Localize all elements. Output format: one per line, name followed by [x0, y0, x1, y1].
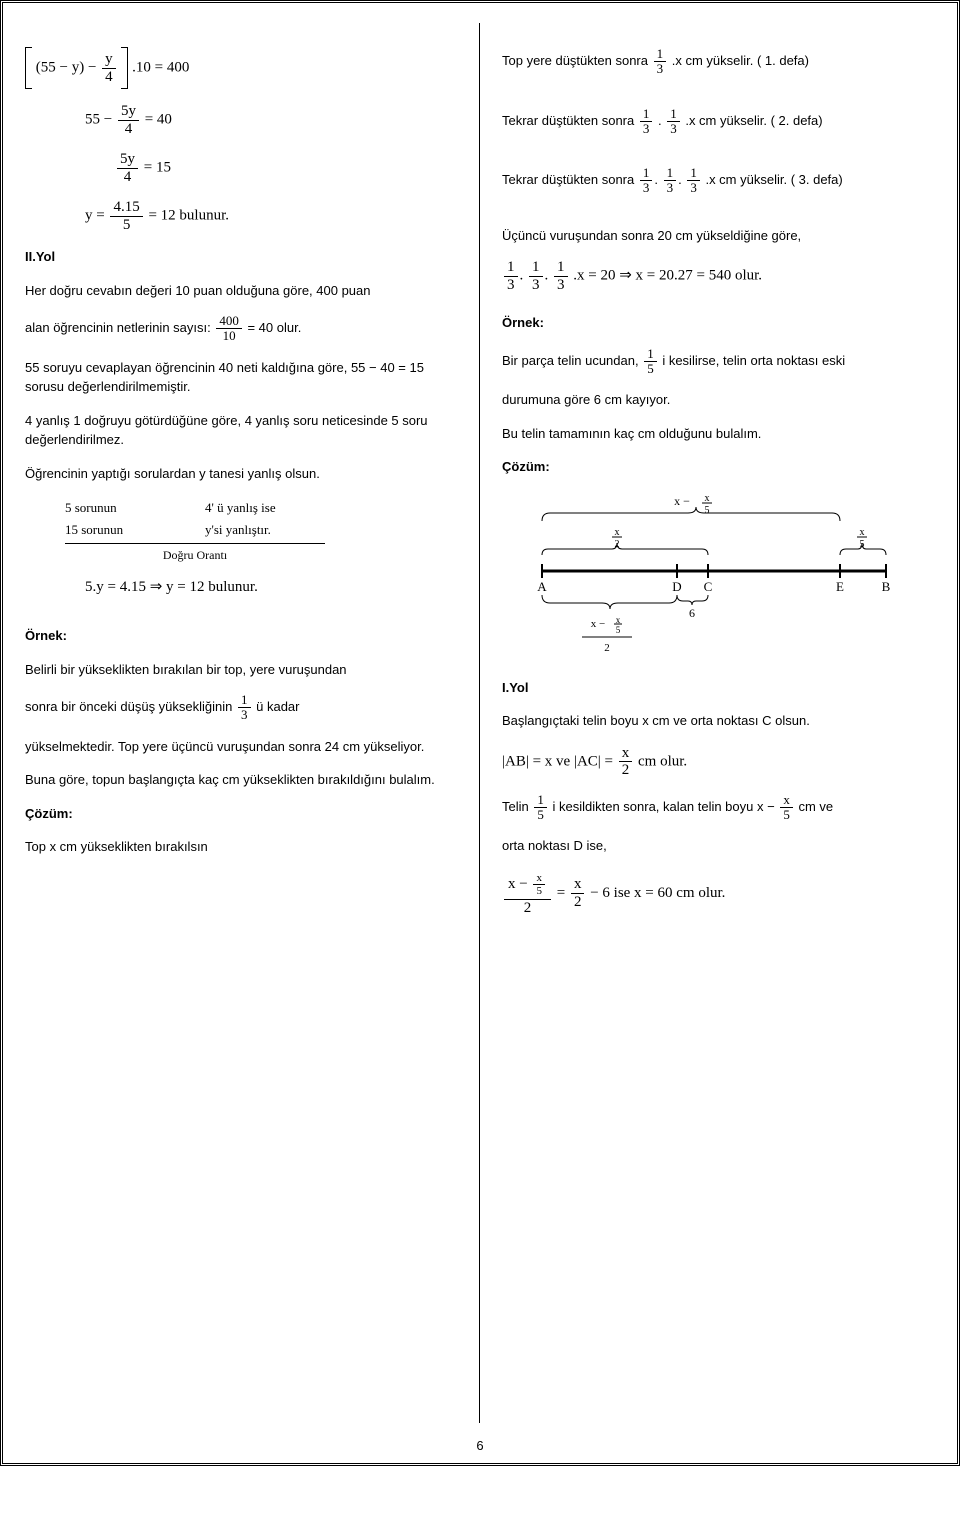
right-bracket-icon: [121, 47, 128, 89]
svg-text:x: x: [615, 527, 620, 538]
r9: |AB| = x ve |AC| = x 2 cm olur.: [502, 745, 935, 779]
para-3: 4 yanlış 1 doğruyu götürdüğüne göre, 4 y…: [25, 411, 457, 450]
eq1-post: .10 = 400: [132, 59, 189, 75]
proportion-table: 5 sorunun 4' ü yanlış ise 15 sorunun y's…: [65, 497, 457, 563]
r3: Tekrar düştükten sonra 13. 13. 13 .x cm …: [502, 166, 935, 196]
equation-2: 55 − 5y 4 = 40: [25, 103, 457, 137]
yol-1-heading: I.Yol: [502, 678, 935, 698]
equation-4: y = 4.15 5 = 12 bulunur.: [25, 199, 457, 233]
r2: Tekrar düştükten sonra 1 3 . 1 3 .x cm y…: [502, 107, 935, 137]
para-1a: Her doğru cevabın değeri 10 puan olduğun…: [25, 281, 457, 301]
svg-text:x: x: [860, 527, 865, 538]
svg-text:5: 5: [705, 505, 710, 516]
equation-3: 5y 4 = 15: [25, 151, 457, 185]
ornek-heading: Örnek:: [25, 626, 457, 646]
svg-text:B: B: [882, 579, 891, 594]
r1: Top yere düştükten sonra 1 3 .x cm yükse…: [502, 47, 935, 77]
left-bracket-icon: [25, 47, 32, 89]
two-columns: (55 − y) − y 4 .10 = 400 55 − 5y 4 = 40 …: [3, 23, 957, 1423]
para-7: Top x cm yükseklikten bırakılsın: [25, 837, 457, 857]
svg-text:x: x: [705, 493, 710, 504]
right-column: Top yere düştükten sonra 1 3 .x cm yükse…: [480, 23, 957, 1423]
page-frame: (55 − y) − y 4 .10 = 400 55 − 5y 4 = 40 …: [0, 0, 960, 1466]
r7: Bu telin tamamının kaç cm olduğunu bulal…: [502, 424, 935, 444]
wire-diagram: x − x 5 x 2 x 5 A D: [502, 491, 935, 664]
cozum-heading-r: Çözüm:: [502, 457, 935, 477]
eq1-pre: (55 − y) −: [36, 59, 100, 75]
svg-text:A: A: [537, 579, 547, 594]
svg-text:C: C: [704, 579, 713, 594]
svg-text:2: 2: [604, 642, 610, 654]
r11: x − x5 2 = x 2 − 6 ise x = 60 cm olur.: [502, 870, 935, 917]
r5: 13. 13. 13 .x = 20 ⇒ x = 20.27 = 540 olu…: [502, 259, 935, 293]
svg-text:x −: x −: [591, 618, 605, 630]
para-4: Öğrencinin yaptığı sorulardan y tanesi y…: [25, 464, 457, 484]
cozum-heading: Çözüm:: [25, 804, 457, 824]
r10: Telin 1 5 i kesildikten sonra, kalan tel…: [502, 793, 935, 823]
r6: Bir parça telin ucundan, 1 5 i kesilirse…: [502, 347, 935, 377]
yol-2-heading: II.Yol: [25, 247, 457, 267]
svg-text:D: D: [672, 579, 681, 594]
r8: Başlangıçtaki telin boyu x cm ve orta no…: [502, 711, 935, 731]
wire-diagram-svg: x − x 5 x 2 x 5 A D: [502, 491, 902, 661]
equation-1: (55 − y) − y 4 .10 = 400: [25, 47, 457, 89]
para-5b: sonra bir önceki düşüş yüksekliğinin 1 3…: [25, 693, 457, 723]
svg-text:E: E: [836, 579, 844, 594]
equation-5: 5.y = 4.15 ⇒ y = 12 bulunur.: [25, 577, 457, 596]
svg-text:x −: x −: [674, 494, 690, 508]
para-5a: Belirli bir yükseklikten bırakılan bir t…: [25, 660, 457, 680]
r10b: orta noktası D ise,: [502, 836, 935, 856]
proportion-row: 15 sorunun y'si yanlıştır.: [65, 519, 457, 541]
r4: Üçüncü vuruşundan sonra 20 cm yükseldiği…: [502, 226, 935, 246]
svg-text:6: 6: [689, 606, 695, 620]
left-column: (55 − y) − y 4 .10 = 400 55 − 5y 4 = 40 …: [3, 23, 480, 1423]
r6b: durumuna göre 6 cm kayıyor.: [502, 390, 935, 410]
para-1b: alan öğrencinin netlerinin sayısı: 400 1…: [25, 314, 457, 344]
para-6: Buna göre, topun başlangıçta kaç cm yüks…: [25, 770, 457, 790]
proportion-label: Doğru Orantı: [65, 544, 325, 563]
svg-text:5: 5: [616, 625, 621, 635]
proportion-row: 5 sorunun 4' ü yanlış ise: [65, 497, 457, 519]
eq1-frac: y 4: [102, 51, 116, 85]
ornek-heading-r: Örnek:: [502, 313, 935, 333]
para-5c: yükselmektedir. Top yere üçüncü vuruşund…: [25, 737, 457, 757]
page-number: 6: [3, 1438, 957, 1453]
para-2: 55 soruyu cevaplayan öğrencinin 40 neti …: [25, 358, 457, 397]
